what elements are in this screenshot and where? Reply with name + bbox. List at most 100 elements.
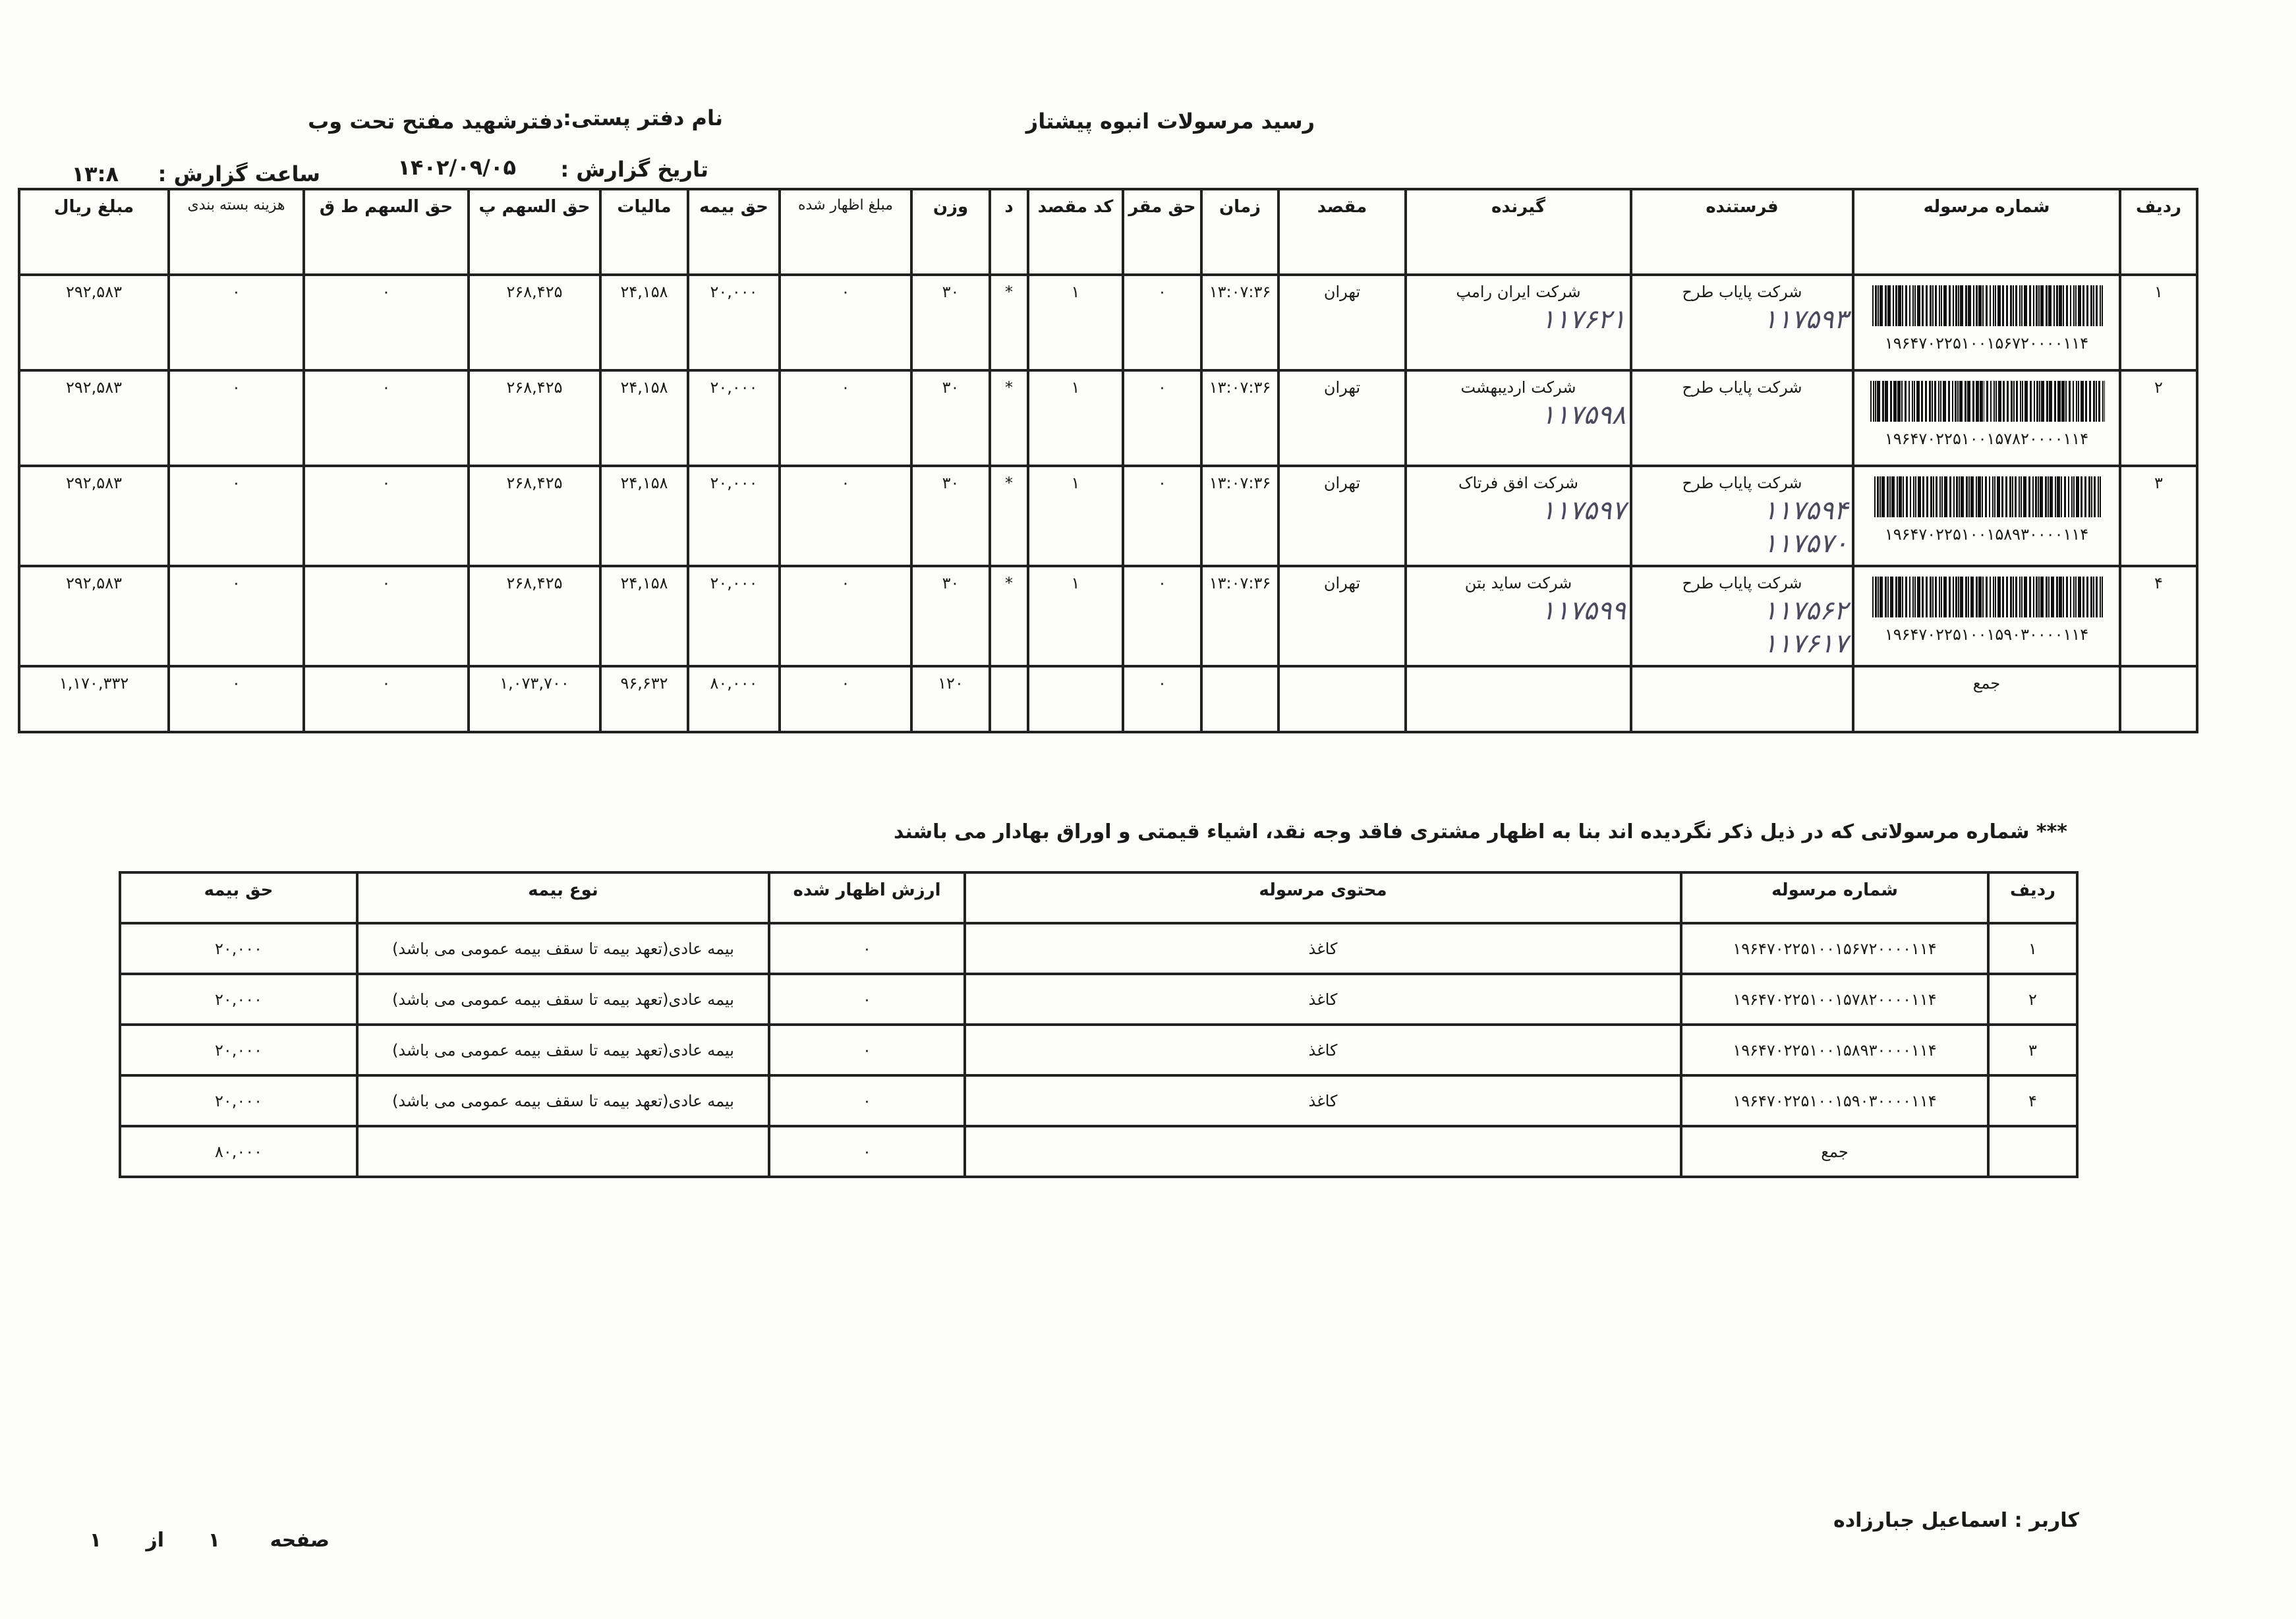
column-header: کد مقصد — [1027, 188, 1124, 276]
haq-maghar-cell: ۰ — [1122, 565, 1203, 667]
barcode-bar — [2010, 577, 2012, 617]
barcode-bar — [1891, 476, 1895, 517]
share-p-cell: ۲۶۸,۴۲۵ — [467, 565, 602, 667]
barcode-bar — [2086, 285, 2088, 326]
column-header: هزینه بسته بندی — [167, 188, 305, 276]
declared-cell: ۰ — [778, 465, 913, 567]
barcode-bar — [1966, 381, 1970, 422]
barcode-bar — [1930, 577, 1932, 617]
barcode-bar — [1949, 285, 1951, 326]
barcode-bar — [1960, 577, 1963, 617]
barcode-bar — [2006, 285, 2008, 326]
barcode-bar — [1972, 381, 1974, 422]
shipment-number-cell: ۱۹۶۴۷۰۲۲۵۱۰۰۱۵۸۹۳۰۰۰۰۱۱۴ — [1852, 465, 2121, 567]
column-header: د — [989, 188, 1029, 276]
share-p-cell: ۲۶۸,۴۲۵ — [467, 273, 602, 372]
empty-cell — [1027, 665, 1124, 733]
barcode-bar — [2098, 476, 2099, 517]
barcode-bar — [1968, 285, 1971, 326]
barcode-bar — [1961, 476, 1964, 517]
report-title: رسید مرسولات انبوه پیشتاز — [1025, 109, 1315, 134]
premium-cell: ۲۰,۰۰۰ — [119, 973, 359, 1026]
number-cell: ۱۹۶۴۷۰۲۲۵۱۰۰۱۵۶۷۲۰۰۰۰۱۱۴ — [1680, 922, 1990, 975]
barcode-bar — [2021, 577, 2023, 617]
barcode-bar — [2095, 381, 2097, 422]
barcode-bar — [1986, 381, 1989, 422]
barcode-bar — [1881, 476, 1885, 517]
barcode-bar — [2098, 381, 2100, 422]
barcode-bar — [1995, 381, 1997, 422]
barcode-bar — [1939, 285, 1940, 326]
barcode-bar — [1905, 285, 1907, 326]
barcode-bar — [1965, 285, 1967, 326]
barcode-bar — [1976, 285, 1978, 326]
sender-name: شرکت پایاب طرح — [1682, 283, 1802, 301]
haq-maghar-cell: ۰ — [1122, 369, 1203, 467]
sender-name: شرکت پایاب طرح — [1682, 378, 1802, 397]
barcode-bar — [2057, 381, 2061, 422]
barcode-bar — [1918, 476, 1921, 517]
receiver-name: شرکت افق فرتاک — [1458, 474, 1578, 492]
barcode-bar — [1913, 476, 1914, 517]
declared-cell: ۰ — [768, 1074, 966, 1127]
date-value: ۱۴۰۲/۰۹/۰۵ — [397, 155, 516, 180]
barcode-bar — [2019, 476, 2020, 517]
barcode-bar — [1956, 476, 1958, 517]
barcode-bar — [1997, 285, 2001, 326]
barcode-bar — [1887, 476, 1889, 517]
barcode-bar — [2029, 285, 2031, 326]
office-label: نام دفتر پستی: — [563, 105, 723, 130]
barcode-bar — [2020, 381, 2022, 422]
table-row: ۱ ۱۹۶۴۷۰۲۲۵۱۰۰۱۵۶۷۲۰۰۰۰۱۱۴ شرکت پایاب طرح ۱… — [18, 273, 2198, 372]
barcode-bar — [1922, 577, 1924, 617]
amount-cell: ۲۹۲,۵۸۳ — [18, 565, 170, 667]
barcode-bar — [2001, 476, 2003, 517]
receiver-name: شرکت اردیبهشت — [1460, 378, 1576, 397]
barcode-bar — [1893, 285, 1894, 326]
shipment-number-cell: ۱۹۶۴۷۰۲۲۵۱۰۰۱۵۷۸۲۰۰۰۰۱۱۴ — [1852, 369, 2121, 467]
barcode-bar — [1978, 476, 1981, 517]
barcode-bar — [2030, 381, 2032, 422]
barcode-bar — [1953, 476, 1955, 517]
barcode-bar — [1915, 476, 1916, 517]
sender-cell: شرکت پایاب طرح ۱۱۷۵۶۲ ۱۱۷۶۱۷ — [1630, 565, 1854, 667]
barcode-bar — [2009, 476, 2011, 517]
total-label: جمع — [1852, 665, 2121, 733]
packing-cell: ۰ — [167, 465, 305, 567]
barcode-bar — [2071, 476, 2073, 517]
barcode-bar — [2075, 381, 2077, 422]
barcode-bar — [1933, 476, 1934, 517]
barcode-bar — [2092, 381, 2095, 422]
haq-maghar-cell: ۰ — [1122, 273, 1203, 372]
barcode-bar — [1998, 381, 2002, 422]
barcode-bar — [1970, 476, 1974, 517]
column-header: گیرنده — [1404, 188, 1632, 276]
sender-cell: شرکت پایاب طرح ۱۱۷۵۹۳ — [1630, 273, 1854, 372]
barcode-bar — [1941, 476, 1943, 517]
barcode-bar — [1878, 577, 1879, 617]
barcode-bar — [1895, 285, 1897, 326]
type-cell: بیمه عادی(تعهد بیمه تا سقف بیمه عمومی می… — [356, 1023, 770, 1077]
insurance-cell: ۲۰,۰۰۰ — [687, 465, 781, 567]
barcode-bar — [1914, 577, 1916, 617]
barcode-bar — [2033, 577, 2034, 617]
barcode-bar — [1965, 577, 1967, 617]
d-cell: * — [989, 273, 1029, 372]
handwritten-code: ۱۱۷۵۹۴ — [1763, 496, 1848, 526]
handwritten-code: ۱۱۷۶۱۷ — [1763, 629, 1848, 659]
column-header: ارزش اظهار شده — [768, 871, 966, 924]
barcode-bar — [1951, 381, 1953, 422]
barcode-bar — [2012, 476, 2013, 517]
insurance-cell: ۲۰,۰۰۰ — [687, 565, 781, 667]
barcode-bar — [1989, 476, 1990, 517]
column-header: حق السهم پ — [467, 188, 602, 276]
barcode-bar — [2073, 577, 2075, 617]
declared-cell: ۰ — [768, 1023, 966, 1077]
barcode-bar — [2010, 285, 2012, 326]
barcode-bar — [1897, 381, 1901, 422]
barcode-bar — [2048, 285, 2052, 326]
barcode-bar — [1925, 381, 1927, 422]
barcode-bar — [1939, 381, 1941, 422]
sender-cell: شرکت پایاب طرح ۱۱۷۵۹۴ ۱۱۷۵۷۰ — [1630, 465, 1854, 567]
barcode-bar — [1909, 577, 1910, 617]
